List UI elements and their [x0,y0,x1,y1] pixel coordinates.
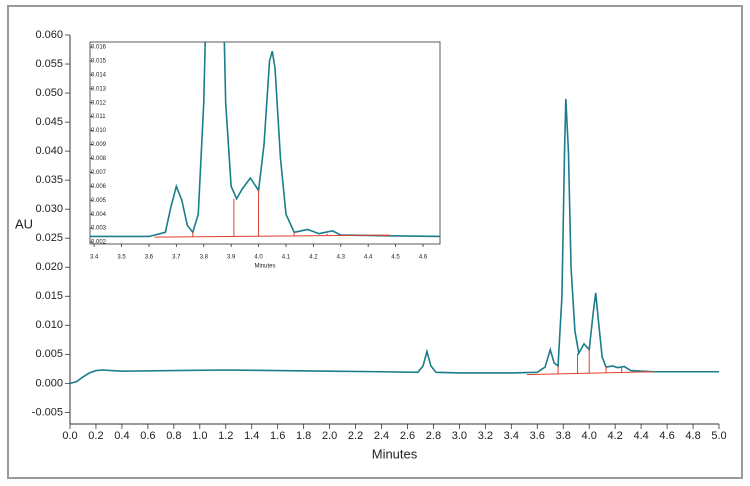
y-tick-label: 0.010 [35,319,63,331]
y-tick-label: 0.009 [91,142,107,148]
x-tick-label: 2.2 [348,430,363,442]
y-tick-label: 0.013 [91,86,107,92]
x-tick-label: 3.9 [227,255,236,261]
inset-frame [89,41,441,245]
x-tick-label: 1.0 [192,430,207,442]
x-tick-label: 5.0 [711,430,726,442]
y-tick-label: 0.002 [91,240,107,246]
y-tick-label: 0.000 [35,377,63,389]
x-tick-label: 4.2 [309,255,318,261]
x-tick-label: 3.6 [145,255,154,261]
x-tick-label: 0.4 [114,430,129,442]
y-tick-label: 0.004 [91,212,107,218]
y-tick-label: 0.020 [35,261,63,273]
x-tick-label: 3.4 [504,430,519,442]
x-tick-label: 4.0 [254,255,263,261]
y-tick-label: 0.045 [35,116,63,128]
x-tick-label: 2.0 [322,430,337,442]
x-tick-label: 1.4 [244,430,259,442]
y-tick-label: 0.010 [91,128,107,134]
y-axis-label: AU [15,216,33,231]
x-tick-label: 0.0 [62,430,77,442]
y-tick-label: 0.007 [91,170,107,176]
x-tick-label: 3.7 [172,255,181,261]
x-tick-label: 0.2 [88,430,103,442]
x-tick-label: 4.1 [282,255,291,261]
y-tick-label: 0.060 [35,29,63,41]
trace [90,42,440,238]
x-tick-label: 0.8 [166,430,181,442]
y-tick-label: 0.030 [35,203,63,215]
y-tick-label: 0.055 [35,58,63,70]
x-tick-label: 4.6 [419,255,428,261]
x-tick-label: 4.4 [633,430,648,442]
x-axis-label: Minutes [254,264,275,270]
x-tick-label: 0.6 [140,430,155,442]
x-tick-label: 2.8 [426,430,441,442]
x-tick-label: 1.8 [296,430,311,442]
y-tick-label: 0.035 [35,174,63,186]
y-tick-label: 0.015 [35,290,63,302]
x-tick-label: 3.8 [556,430,571,442]
y-tick-label: 0.012 [91,100,107,106]
integration-baseline [154,234,391,238]
x-axis-label: Minutes [372,446,418,461]
plot-area [90,42,440,238]
y-tick-label: 0.050 [35,87,63,99]
x-tick-label: 2.4 [374,430,389,442]
y-tick-label: 0.040 [35,145,63,157]
x-tick-label: 3.8 [200,255,209,261]
y-tick-label: 0.015 [91,59,107,65]
x-tick-label: 1.6 [270,430,285,442]
integration-baseline [526,371,655,376]
x-tick-label: 4.2 [608,430,623,442]
trace [69,98,719,385]
x-tick-label: 4.4 [364,255,373,261]
y-tick-label: 0.006 [91,184,107,190]
x-tick-label: 3.6 [530,430,545,442]
x-tick-label: 4.8 [685,430,700,442]
y-tick-label: 0.014 [91,72,107,78]
y-tick-label: 0.005 [35,348,63,360]
y-tick-label: 0.016 [91,45,107,51]
x-tick-label: 4.3 [337,255,346,261]
y-tick-label: 0.025 [35,232,63,244]
y-tick-label: 0.005 [91,198,107,204]
x-tick-label: 3.4 [90,255,99,261]
x-tick-label: 3.0 [452,430,467,442]
y-tick-label: -0.005 [32,406,63,418]
x-tick-label: 4.6 [659,430,674,442]
x-tick-label: 1.2 [218,430,233,442]
y-tick-label: 0.003 [91,226,107,232]
plot-area [69,98,719,385]
x-tick-label: 2.6 [400,430,415,442]
x-tick-label: 3.5 [117,255,126,261]
y-tick-label: 0.011 [91,114,106,120]
x-tick-label: 4.0 [582,430,597,442]
x-tick-label: 3.2 [478,430,493,442]
y-tick-label: 0.008 [91,156,107,162]
x-tick-label: 4.5 [391,255,400,261]
